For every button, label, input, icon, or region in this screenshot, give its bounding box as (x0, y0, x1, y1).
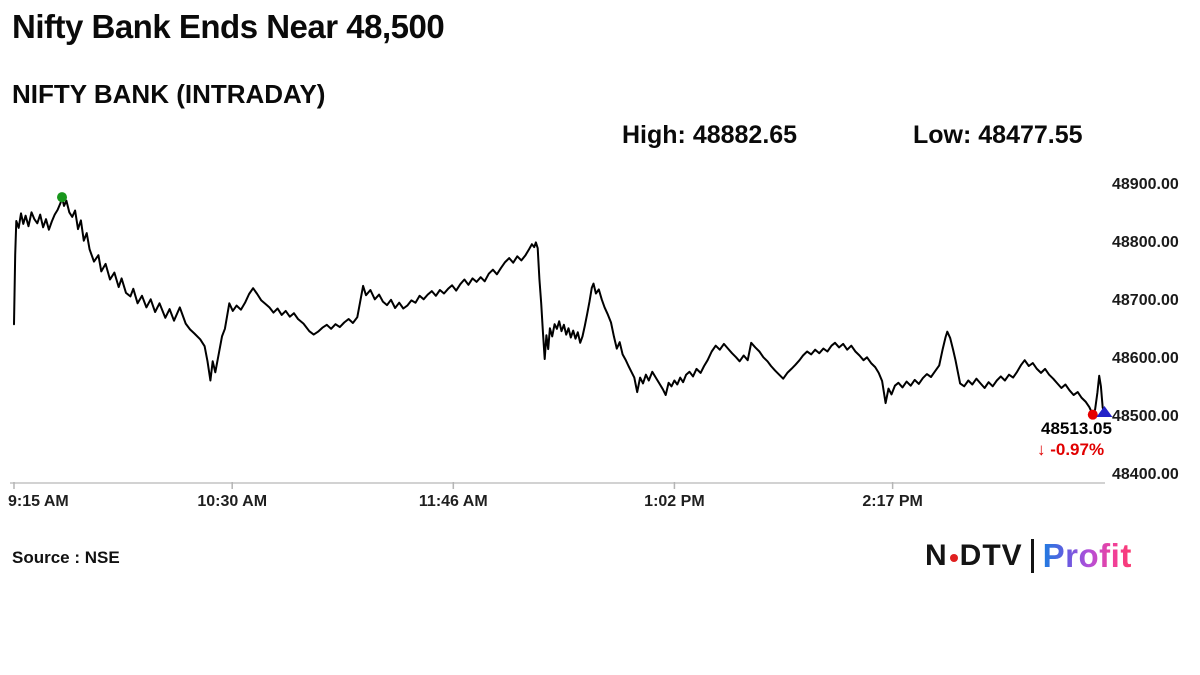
y-tick-label: 48500.00 (1112, 408, 1179, 425)
session-high-text: High: 48882.65 (622, 121, 798, 149)
source-credit: Source : NSE (12, 548, 120, 567)
ndtv-wordmark: N DTV (925, 539, 1023, 573)
close-price-annotation: 48513.05 (1041, 419, 1112, 438)
chart-subtitle: NIFTY BANK (INTRADAY) (12, 79, 326, 109)
session-end-marker (1096, 405, 1113, 417)
y-tick-label: 48700.00 (1112, 292, 1179, 309)
x-tick-label: 1:02 PM (644, 493, 705, 510)
ndtv-letter-n: N (925, 539, 948, 572)
ndtv-red-dot-icon (949, 554, 958, 562)
ndtv-profit-logo: N DTV Profit (925, 534, 1132, 578)
x-tick-label: 9:15 AM (8, 493, 69, 510)
price-line (13, 196, 1106, 416)
ndtv-letters-dtv: DTV (959, 539, 1023, 572)
change-percent-annotation: ↓ -0.97% (1037, 440, 1105, 459)
x-tick-label: 10:30 AM (197, 493, 268, 510)
x-tick-label: 2:17 PM (862, 493, 923, 510)
profit-wordmark: Profit (1042, 537, 1132, 574)
session-low-text: Low: 48477.55 (913, 121, 1083, 149)
session-high-marker (57, 192, 68, 203)
y-tick-label: 48400.00 (1112, 466, 1179, 483)
x-tick-label: 11:46 AM (418, 493, 488, 510)
page-title: Nifty Bank Ends Near 48,500 (12, 8, 445, 45)
y-tick-label: 48600.00 (1112, 350, 1179, 367)
y-tick-label: 48800.00 (1112, 234, 1179, 251)
logo-divider (1030, 539, 1034, 573)
y-tick-label: 48900.00 (1112, 176, 1179, 193)
